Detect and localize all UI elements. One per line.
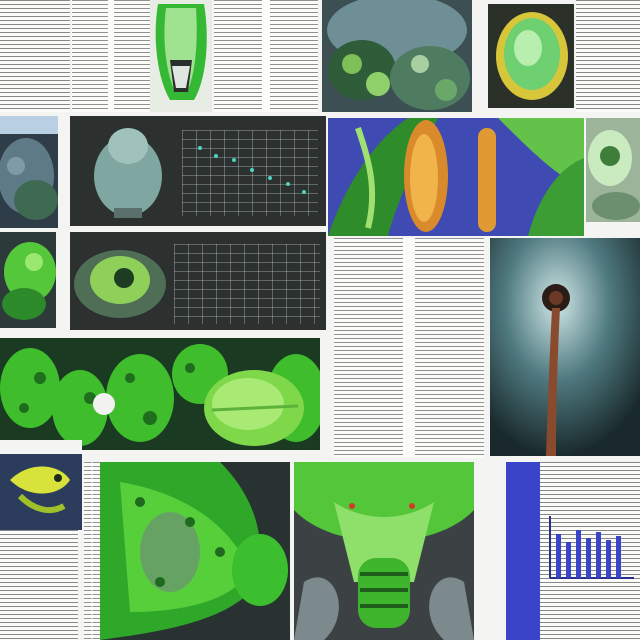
text-page-upper-middle: [214, 0, 318, 112]
text-page-center-column: [334, 238, 484, 458]
blue-bar-chart-sidebar: [506, 462, 540, 640]
text-strip-bottom: [84, 462, 100, 640]
blue-rock-photo: [0, 116, 58, 228]
xray-scan-chart-panel: [70, 116, 326, 226]
text-page-top-left: [0, 0, 70, 112]
fiber-stem-photo: [490, 238, 640, 456]
bar-chart-document: [540, 462, 640, 640]
green-leaf-tissue-panorama: [0, 338, 320, 450]
orange-green-fern-illustration: [328, 118, 584, 236]
chart-grid: [182, 130, 318, 216]
yellow-lizard-photo: [0, 440, 82, 530]
green-vessel-illustration: [150, 0, 212, 112]
green-cell-cluster-photo: [0, 232, 56, 328]
text-page-columns: [72, 0, 150, 112]
text-page-bottom-left: [0, 530, 78, 640]
specimen-data-table-panel: [70, 232, 326, 330]
data-table-grid: [174, 244, 320, 324]
gray-flower-xray-photo: [294, 462, 474, 640]
cell-microscope-photo: [586, 118, 640, 222]
text-page-top-right: [576, 0, 640, 112]
green-creature-closeup: [100, 462, 290, 640]
yellow-green-seed-photo: [488, 4, 574, 108]
blue-gray-tissue-photo: [322, 0, 472, 112]
